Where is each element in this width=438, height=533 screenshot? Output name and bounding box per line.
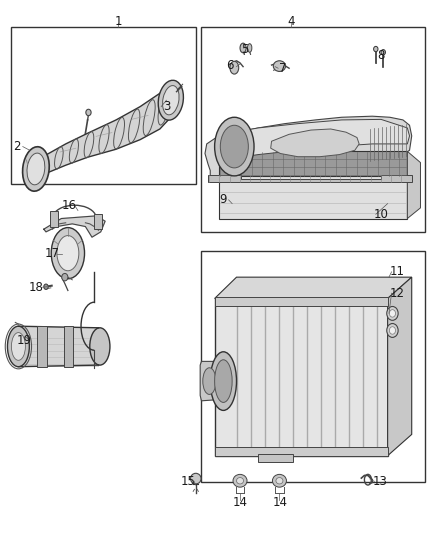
Ellipse shape — [11, 333, 25, 360]
Ellipse shape — [237, 478, 244, 484]
Bar — [219, 151, 407, 177]
Text: 14: 14 — [233, 496, 247, 508]
Ellipse shape — [381, 50, 385, 55]
Ellipse shape — [247, 44, 252, 52]
Bar — [50, 211, 58, 227]
Text: 10: 10 — [374, 208, 389, 221]
Ellipse shape — [215, 360, 232, 402]
Ellipse shape — [90, 328, 110, 365]
Ellipse shape — [57, 236, 79, 271]
Text: 15: 15 — [181, 475, 196, 488]
Text: 12: 12 — [389, 287, 404, 300]
Text: 13: 13 — [373, 475, 388, 488]
Text: 11: 11 — [389, 265, 404, 278]
Ellipse shape — [86, 109, 91, 116]
Text: 4: 4 — [287, 15, 295, 28]
Polygon shape — [37, 83, 171, 177]
Bar — [201, 27, 425, 232]
Text: 18: 18 — [28, 281, 43, 294]
Text: 5: 5 — [242, 43, 249, 55]
Ellipse shape — [51, 228, 85, 279]
Ellipse shape — [276, 478, 283, 484]
Ellipse shape — [230, 61, 239, 74]
Bar — [258, 454, 293, 462]
Bar — [215, 298, 388, 456]
Text: 1: 1 — [114, 15, 122, 28]
Bar — [215, 447, 388, 456]
Bar — [37, 326, 47, 367]
Bar — [219, 176, 407, 219]
Ellipse shape — [387, 306, 398, 320]
Text: 19: 19 — [17, 334, 32, 346]
Ellipse shape — [27, 153, 45, 185]
Ellipse shape — [203, 368, 216, 394]
Ellipse shape — [215, 117, 254, 176]
Text: 8: 8 — [378, 50, 385, 62]
Polygon shape — [388, 277, 412, 456]
Text: 9: 9 — [219, 193, 227, 206]
Polygon shape — [215, 277, 412, 298]
Text: 3: 3 — [163, 100, 170, 113]
Text: 2: 2 — [13, 140, 21, 153]
Polygon shape — [208, 175, 412, 182]
Bar — [18, 327, 99, 367]
Ellipse shape — [389, 327, 396, 334]
Ellipse shape — [191, 473, 201, 484]
Bar — [64, 326, 73, 367]
Ellipse shape — [162, 86, 179, 115]
Text: 17: 17 — [44, 247, 59, 260]
Polygon shape — [220, 119, 410, 159]
Ellipse shape — [240, 43, 246, 53]
Text: 7: 7 — [279, 62, 286, 75]
Ellipse shape — [23, 147, 49, 191]
Ellipse shape — [273, 61, 286, 71]
Bar — [201, 251, 425, 482]
Polygon shape — [200, 361, 218, 401]
Ellipse shape — [44, 284, 48, 289]
Bar — [94, 214, 102, 229]
Text: 16: 16 — [62, 199, 77, 212]
Ellipse shape — [220, 125, 248, 168]
Ellipse shape — [374, 46, 378, 52]
Text: 6: 6 — [226, 59, 234, 71]
Ellipse shape — [389, 310, 396, 317]
Ellipse shape — [210, 352, 237, 410]
Ellipse shape — [7, 326, 29, 367]
Polygon shape — [44, 216, 105, 237]
Text: 14: 14 — [273, 496, 288, 508]
Bar — [215, 297, 388, 306]
Polygon shape — [271, 129, 359, 157]
Ellipse shape — [158, 80, 184, 120]
Polygon shape — [205, 116, 412, 181]
Ellipse shape — [387, 324, 398, 337]
Bar — [11, 27, 196, 184]
Ellipse shape — [233, 474, 247, 487]
Polygon shape — [407, 151, 420, 219]
Ellipse shape — [272, 474, 286, 487]
Ellipse shape — [62, 273, 68, 281]
